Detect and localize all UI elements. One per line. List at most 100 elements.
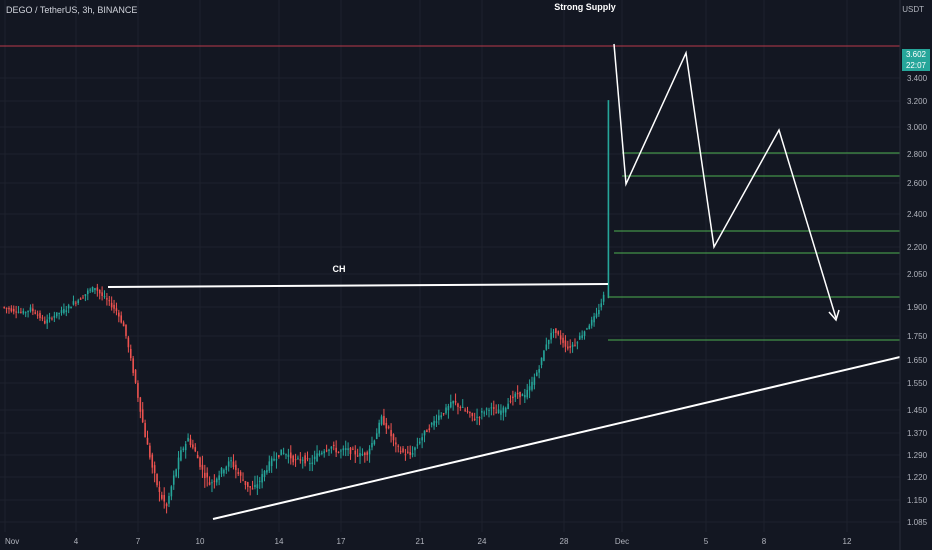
candle-body <box>261 474 263 483</box>
candle-body <box>469 412 471 414</box>
candle-body <box>471 412 474 417</box>
candle-body <box>590 319 593 326</box>
price-tick-label: 2.600 <box>907 179 928 188</box>
candle-body <box>371 442 373 448</box>
candle-body <box>538 369 540 373</box>
candle-body <box>46 319 48 324</box>
candle-body <box>449 402 452 408</box>
candlestick-series <box>3 100 610 514</box>
candle-body <box>223 469 225 474</box>
candle-body <box>29 307 32 312</box>
price-tick-label: 1.085 <box>907 518 928 527</box>
candle-body <box>53 315 56 318</box>
candle-body <box>526 389 529 398</box>
candle-body <box>268 461 271 471</box>
candle-body <box>8 307 10 310</box>
candle-body <box>586 328 588 330</box>
price-tick-label: 2.050 <box>907 270 928 279</box>
candle-body <box>473 418 476 421</box>
candle-body <box>235 464 237 471</box>
candle-body <box>311 462 314 465</box>
candle-body <box>562 337 564 343</box>
candle-body <box>421 437 423 441</box>
date-tick-label: Dec <box>615 537 629 546</box>
candle-body <box>516 392 519 395</box>
candle-body <box>184 443 187 451</box>
candle-body <box>378 422 380 434</box>
candle-body <box>70 306 72 309</box>
candle-body <box>263 470 266 477</box>
candle-body <box>578 335 581 340</box>
candle-body <box>175 469 177 477</box>
candle-body <box>354 450 357 455</box>
candle-body <box>507 403 509 410</box>
candle-body <box>583 331 586 336</box>
candle-body <box>249 486 251 488</box>
candle-body <box>461 406 464 408</box>
candle-body <box>206 472 208 478</box>
price-tick-label: 3.000 <box>907 123 928 132</box>
candle-body <box>390 430 392 437</box>
candle-body <box>192 444 194 448</box>
candle-body <box>564 340 567 347</box>
candle-body <box>3 307 5 309</box>
time-axis[interactable]: Nov 4 7 10 14 17 21 24 28 Dec 5 8 12 <box>5 537 852 546</box>
candle-body <box>555 328 557 333</box>
candle-body <box>161 494 163 499</box>
candle-body <box>199 457 201 467</box>
candle-body <box>118 312 120 317</box>
candle-body <box>543 350 545 361</box>
candle-body <box>447 406 450 411</box>
candle-body <box>502 407 505 413</box>
candle-body <box>375 433 378 440</box>
candle-body <box>576 342 579 344</box>
candle-body <box>557 331 560 335</box>
annotation-ch: CH <box>333 264 346 274</box>
candle-body <box>242 479 244 481</box>
candle-body <box>364 452 366 456</box>
candle-body <box>457 403 459 407</box>
currency-label: USDT <box>902 5 924 14</box>
date-tick-label: 12 <box>843 537 852 546</box>
candle-body <box>113 304 115 309</box>
candle-body <box>361 453 364 456</box>
candle-body <box>325 450 328 452</box>
candle-body <box>512 396 514 399</box>
price-axis[interactable]: 3.400 3.200 3.000 2.800 2.600 2.400 2.200 2.050… <box>907 74 928 527</box>
date-tick-label: 14 <box>275 537 284 546</box>
candle-body <box>168 495 170 504</box>
price-tick-label: 3.400 <box>907 74 928 83</box>
candle-body <box>282 452 285 454</box>
candle-body <box>254 484 256 488</box>
candle-body <box>180 450 182 461</box>
candle-body <box>404 454 407 456</box>
candle-body <box>189 438 192 445</box>
candle-body <box>490 407 493 409</box>
price-tick-label: 3.200 <box>907 97 928 106</box>
candle-body <box>208 482 211 485</box>
projection-arrowhead <box>828 309 840 322</box>
candle-body <box>492 407 495 409</box>
date-tick-label: 21 <box>416 537 425 546</box>
candle-body <box>275 459 278 461</box>
candle-body <box>340 450 342 452</box>
candle-body <box>91 286 94 292</box>
candle-body <box>387 426 390 428</box>
candle-body <box>497 409 500 414</box>
candle-body <box>399 451 402 453</box>
candle-body <box>440 415 443 418</box>
candle-body <box>328 449 330 451</box>
candle-body <box>356 455 359 457</box>
last-price-badge: 3.602 22:07 <box>902 49 930 71</box>
candle-body <box>201 464 204 470</box>
candle-body <box>101 292 103 297</box>
candle-body <box>51 318 53 320</box>
candle-body <box>149 445 151 458</box>
candle-body <box>172 475 175 485</box>
candle-body <box>79 298 82 300</box>
candle-body <box>313 456 316 460</box>
candle-body <box>318 453 321 456</box>
price-tick-label: 1.750 <box>907 332 928 341</box>
candle-body <box>211 482 213 484</box>
